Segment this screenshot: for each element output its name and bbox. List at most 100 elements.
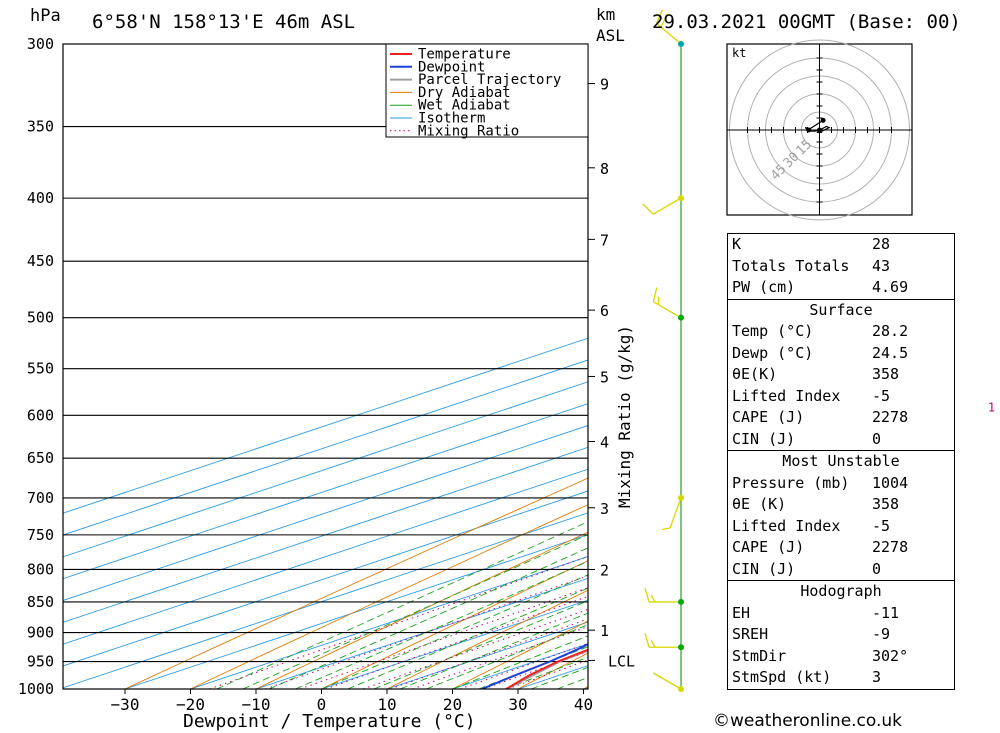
wind-level-dot [678,195,684,202]
pressure-tick-label: 400 [27,189,54,207]
height-tick-label: 4 [600,433,609,451]
stat-value: -5 [872,516,891,535]
stat-row: CAPE (J) 2278 [728,407,954,429]
stat-value: 0 [872,429,882,448]
stat-value: 24.5 [872,343,909,362]
temperature-tick-label: 20 [443,695,462,714]
temperature-tick-label: −20 [176,695,205,714]
wet-adiabat [268,547,588,689]
pressure-tick-label: 650 [27,449,54,467]
height-tick-label: 9 [600,76,609,94]
stat-row: StmSpd (kt) 3 [728,667,954,689]
pw-row: PW (cm) 4.69 [728,277,954,299]
mixing-ratio-axis-title: Mixing Ratio (g/kg) [615,325,634,508]
dry-adiabat [321,560,588,689]
stat-row: Temp (°C) 28.2 [728,321,954,343]
pressure-tick-label: 500 [27,309,54,327]
hodograph-trace [804,119,831,132]
stat-value: 358 [872,365,900,383]
stat-label: CIN (J) [732,559,796,578]
stat-value: 28.2 [872,322,909,340]
temperature-tick-label: −30 [111,695,140,714]
stat-value: -9 [872,625,891,643]
dry-adiabat [977,44,1000,689]
wind-level-dot [678,644,684,651]
temperature-tick-label: 40 [574,695,593,714]
pressure-tick-label: 1000 [18,680,54,698]
isotherm-line [63,468,588,645]
wind-level-dot [678,41,684,47]
stat-label: PW (cm) [732,278,796,296]
dry-adiabat [124,477,588,689]
pressure-axis: 300 350 400 450 500 550 600 650 700 750 800 850 900 9… [18,35,54,698]
stat-row: Dewp (°C) 24.5 [728,343,954,365]
section-title: Surface [809,300,873,319]
pressure-tick-label: 950 [27,653,54,671]
height-tick-label: LCL [608,652,635,670]
wet-adiabat [295,560,588,689]
stat-row: CIN (J) 0 [728,429,954,451]
stat-row: Pressure (mb) 1004 [728,473,954,495]
indices-section: K 28 Totals Totals 43 PW (cm) 4.69 [728,234,954,299]
plot-frame [62,43,589,690]
temperature-tick-label: −10 [242,695,271,714]
surface-section: Surface Temp (°C) 28.2 Dewp (°C) 24.5 θE(K… [728,298,954,451]
stat-label: CAPE (J) [732,408,805,426]
stat-row: θE(K) 358 [728,364,954,386]
isotherm-line [63,337,588,514]
height-tick-label: 5 [600,368,609,386]
mixing-ratio-line [265,575,588,689]
stat-row: EH -11 [728,603,954,625]
isotherm-line [63,446,588,623]
legend-label: Dry Adiabat [418,85,511,101]
legend-label: Isotherm [418,111,485,127]
most-unstable-section: Most Unstable Pressure (mb) 1004 θE (K) 35… [728,450,954,580]
pressure-tick-label: 800 [27,560,54,578]
stat-label: Lifted Index [732,386,841,405]
pressure-tick-label: 300 [27,35,54,53]
mixing-ratio-label: 1 [988,400,995,414]
legend-label: Parcel Trajectory [418,72,561,88]
stat-label: Temp (°C) [732,322,814,340]
wind-level-dot [678,686,684,692]
dry-adiabat [452,620,588,689]
pressure-tick-label: 450 [27,252,54,270]
dry-adiabat [386,589,588,689]
km-label: km [596,5,615,24]
pressure-tick-label: 550 [27,360,54,378]
asl-label: ASL [596,26,625,45]
stat-label: StmDir [732,646,787,665]
height-tick-label: 8 [600,160,609,178]
wind-barb [652,287,684,321]
background-lines [63,44,1000,689]
wind-level-dot [678,494,684,501]
height-tick-label: 6 [600,302,609,320]
hodograph-point [820,117,826,123]
isotherm-line [63,425,588,601]
pressure-tick-label: 750 [27,526,54,544]
stat-label: Pressure (mb) [732,473,850,492]
stat-row: CIN (J) 0 [728,559,954,581]
datetime-title: 29.03.2021 00GMT (Base: 00) [652,11,961,33]
temperature-axis: −30 −20 −10 0 10 20 30 40 [111,689,593,714]
legend-label: Mixing Ratio [418,123,519,139]
stat-label: CAPE (J) [732,538,805,556]
hpa-label: hPa [30,6,61,26]
totals-row: Totals Totals 43 [728,256,954,278]
pressure-tick-label: 600 [27,406,54,424]
k-index-row: K 28 [728,234,954,256]
section-title: Most Unstable [782,452,900,470]
stat-row: StmDir 302° [728,646,954,668]
hodograph-section: Hodograph EH -11 SREH -9 StmDir 302° StmSpd… [728,580,954,689]
stat-label: Totals Totals [732,256,850,275]
wet-adiabat [321,574,588,689]
temperature-tick-label: 10 [377,695,396,714]
isotherm-line [63,512,588,689]
stat-value: -5 [872,386,891,405]
stat-row: θE (K) 358 [728,494,954,516]
wind-barb [655,9,684,47]
stat-value: 1004 [872,473,909,492]
legend-label: Temperature [418,47,511,63]
